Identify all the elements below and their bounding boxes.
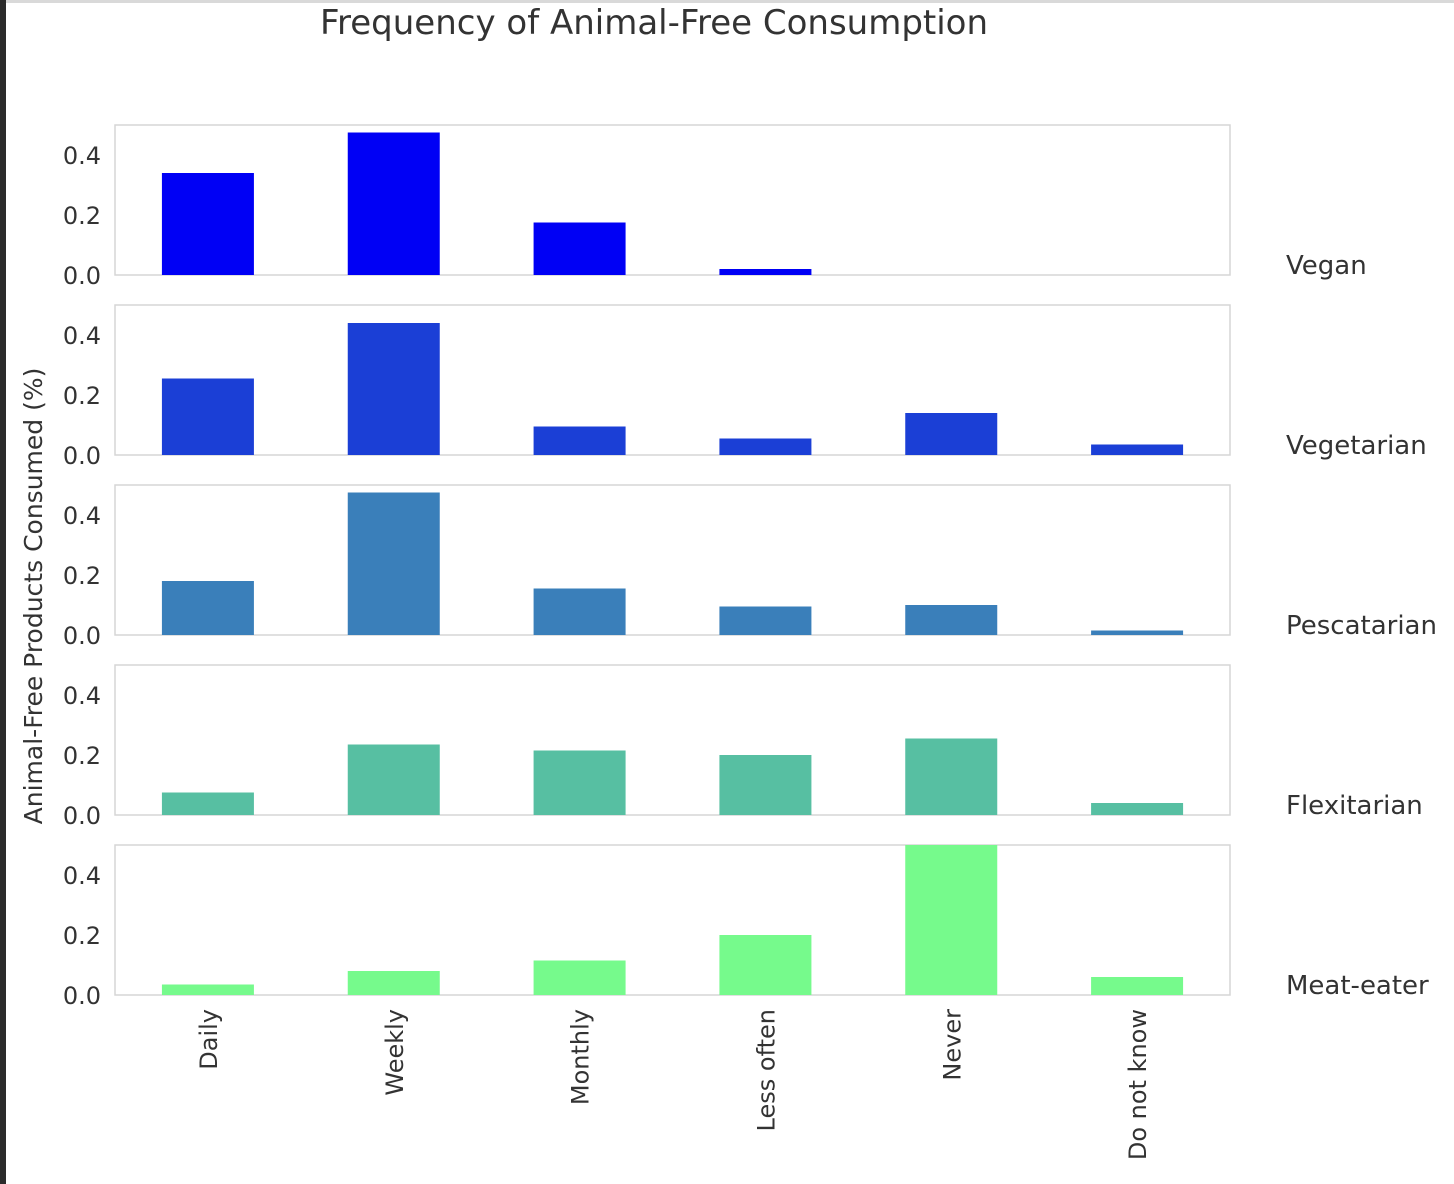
y-tick-label: 0.2	[63, 382, 101, 410]
bar-flexitarian-monthly	[533, 750, 626, 815]
bar-vegetarian-monthly	[533, 426, 626, 455]
bar-vegetarian-weekly	[347, 323, 440, 455]
panel-flexitarian: 0.0 0.2 0.4 Flexitarian	[63, 664, 1423, 830]
panel-vegetarian: 0.0 0.2 0.4 Vegetarian	[63, 304, 1427, 470]
bar-pescatarian-do-not-know	[1091, 630, 1184, 635]
bar-meat-eater-never	[905, 845, 998, 995]
bar-meat-eater-weekly	[347, 971, 440, 995]
y-tick-label: 0.2	[63, 742, 101, 770]
y-tick-label: 0.0	[63, 442, 101, 470]
bar-vegan-less-often	[719, 269, 812, 275]
panel-frame	[114, 484, 1231, 636]
series-label: Pescatarian	[1286, 611, 1437, 641]
y-tick-label: 0.0	[63, 622, 101, 650]
bar-vegan-monthly	[533, 222, 626, 275]
panel-pescatarian: 0.0 0.2 0.4 Pescatarian	[63, 484, 1437, 650]
bar-vegan-weekly	[347, 132, 440, 275]
chart-title: Frequency of Animal-Free Consumption	[320, 3, 988, 43]
bar-vegetarian-never	[905, 413, 998, 455]
bar-meat-eater-daily	[161, 984, 254, 995]
y-tick-label: 0.0	[63, 802, 101, 830]
panels: 0.00.20.4Vegan0.00.20.4Vegetarian0.00.20…	[63, 124, 1437, 1010]
bar-meat-eater-do-not-know	[1091, 977, 1184, 995]
panel-frame	[114, 844, 1231, 996]
bar-pescatarian-daily	[161, 581, 254, 635]
panel-frame	[114, 124, 1231, 276]
x-tick-labels: Daily Weekly Monthly Less often Never Do not …	[195, 1009, 1152, 1160]
y-tick-label: 0.4	[63, 682, 101, 710]
bar-meat-eater-monthly	[533, 960, 626, 995]
series-label: Vegan	[1286, 251, 1367, 281]
y-tick-label: 0.0	[63, 982, 101, 1010]
bar-flexitarian-less-often	[719, 755, 812, 815]
x-tick-label: Monthly	[567, 1009, 595, 1105]
x-tick-label: Daily	[195, 1009, 223, 1070]
x-tick-label: Less often	[752, 1009, 780, 1131]
window-top-edge	[0, 0, 1454, 3]
y-axis-label: Animal-Free Products Consumed (%)	[19, 368, 48, 825]
bar-vegetarian-less-often	[719, 438, 812, 455]
window-left-edge	[0, 0, 6, 1184]
x-tick-label: Do not know	[1124, 1009, 1152, 1160]
bar-vegetarian-daily	[161, 378, 254, 455]
bar-pescatarian-monthly	[533, 588, 626, 635]
x-tick-label: Weekly	[381, 1009, 409, 1096]
y-tick-label: 0.4	[63, 862, 101, 890]
bar-flexitarian-never	[905, 738, 998, 815]
bar-pescatarian-weekly	[347, 492, 440, 635]
series-label: Flexitarian	[1286, 791, 1423, 821]
y-tick-label: 0.0	[63, 262, 101, 290]
panel-frame	[114, 304, 1231, 456]
bar-flexitarian-do-not-know	[1091, 803, 1184, 815]
panel-frame	[114, 664, 1231, 816]
bar-flexitarian-weekly	[347, 744, 440, 815]
y-tick-label: 0.2	[63, 202, 101, 230]
y-tick-label: 0.4	[63, 322, 101, 350]
y-tick-label: 0.2	[63, 922, 101, 950]
series-label: Meat-eater	[1286, 971, 1429, 1001]
series-label: Vegetarian	[1286, 431, 1427, 461]
y-tick-label: 0.4	[63, 502, 101, 530]
panel-meat-eater: 0.0 0.2 0.4 Meat-eater	[63, 844, 1429, 1010]
bar-flexitarian-daily	[161, 792, 254, 815]
bar-pescatarian-less-often	[719, 606, 812, 635]
bar-vegetarian-do-not-know	[1091, 444, 1184, 455]
bar-meat-eater-less-often	[719, 935, 812, 995]
y-tick-label: 0.2	[63, 562, 101, 590]
bar-vegan-daily	[161, 173, 254, 275]
y-tick-label: 0.4	[63, 142, 101, 170]
panel-vegan: 0.0 0.2 0.4 Vegan	[63, 124, 1367, 290]
x-tick-label: Never	[938, 1009, 966, 1081]
bar-pescatarian-never	[905, 605, 998, 635]
